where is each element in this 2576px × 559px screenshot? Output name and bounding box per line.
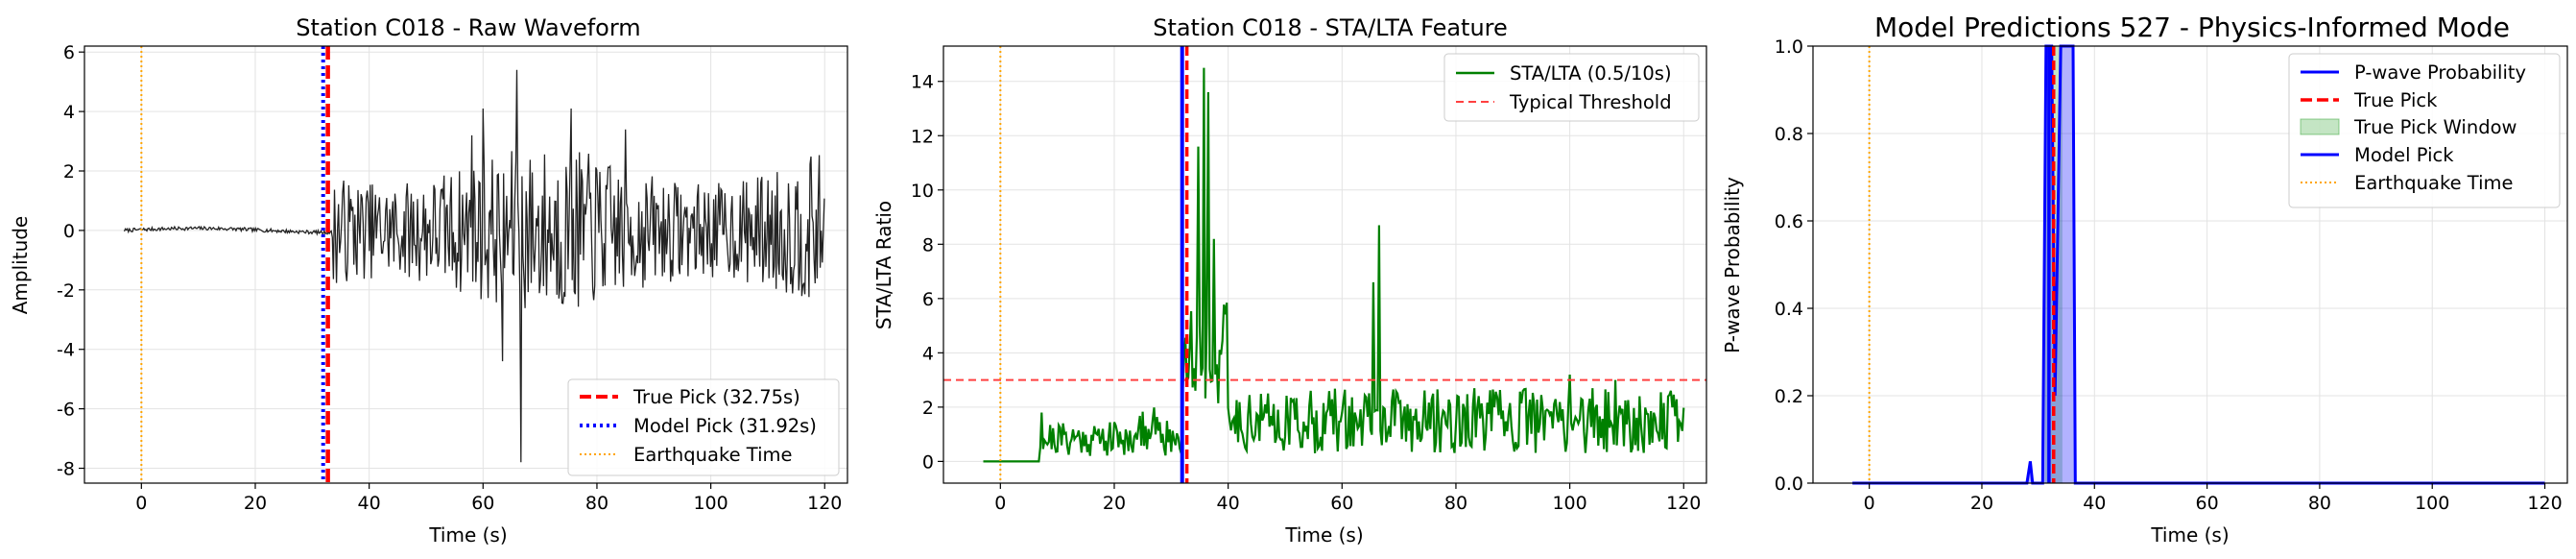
- panel1-xtick-label-1: 20: [244, 493, 267, 514]
- panel3-xtick-label-4: 80: [2308, 493, 2331, 514]
- panel1-ticks: 0 20 40 60 80 100 120 -8 -6 -4 -2 0 2 4 6: [57, 42, 842, 514]
- panel-model-predictions: Model Predictions 527 - Physics-Informed…: [1721, 12, 2568, 547]
- panel3-ytick-label-2: 0.4: [1775, 299, 1803, 320]
- legend-eqtime-label: Earthquake Time: [2354, 172, 2514, 194]
- panel1-frame: [83, 45, 848, 484]
- panel2-xtick-label-0: 0: [994, 493, 1006, 514]
- panel3-xtick-label-3: 60: [2196, 493, 2219, 514]
- panel2-ytick-label-5: 10: [911, 181, 934, 202]
- panel2-ytick-label-1: 2: [922, 398, 934, 419]
- panel3-ytick-label-0: 0.0: [1775, 474, 1803, 495]
- panel2-xtick-label-3: 60: [1330, 493, 1353, 514]
- panel2-legend: STA/LTA (0.5/10s) Typical Threshold: [1443, 53, 1700, 122]
- panel2-frame: [942, 45, 1707, 484]
- panel3-ytick-label-5: 1.0: [1775, 36, 1803, 58]
- panel3-xtick-label-0: 0: [1864, 493, 1875, 514]
- panel1-title: Station C018 - Raw Waveform: [296, 14, 640, 41]
- legend-window-label: True Pick Window: [2353, 116, 2517, 138]
- legend-threshold-label: Typical Threshold: [1509, 91, 1672, 113]
- panel1-ytick-label-0: -8: [57, 459, 75, 480]
- panel3-xtick-label-5: 100: [2415, 493, 2449, 514]
- panel2-ytick-label-0: 0: [922, 451, 934, 473]
- panel2-xtick-label-2: 40: [1217, 493, 1240, 514]
- panel-raw-waveform: Station C018 - Raw Waveform 0 20 40 60 80 100…: [9, 14, 848, 547]
- panel1-xtick-label-3: 60: [471, 493, 494, 514]
- panel2-ytick-label-4: 8: [922, 234, 934, 255]
- panel2-xlabel: Time (s): [1284, 523, 1363, 547]
- panel2-ytick-label-3: 6: [922, 289, 934, 310]
- panel3-ytick-label-4: 0.8: [1775, 124, 1803, 145]
- panel1-legend-box: [567, 378, 840, 476]
- panel1-xtick-label-2: 40: [358, 493, 381, 514]
- panel2-grid: [943, 46, 1706, 483]
- panel2-xtick-label-6: 120: [1666, 493, 1701, 514]
- panel1-ylabel: Amplitude: [9, 216, 32, 315]
- panel3-xtick-label-6: 120: [2527, 493, 2562, 514]
- panel2-ticks: 0 20 40 60 80 100 120 0 2 4 6 8 10 12 14: [911, 72, 1702, 514]
- panel2-title: Station C018 - STA/LTA Feature: [1153, 14, 1508, 41]
- panel2-xtick-label-5: 100: [1552, 493, 1586, 514]
- panel2-marks: [943, 46, 1706, 483]
- panel1-ytick-label-5: 2: [63, 161, 75, 182]
- legend-model-pick-label: Model Pick (31.92s): [633, 415, 817, 437]
- panel1-ytick-label-4: 0: [63, 221, 75, 242]
- panel3-legend: P-wave Probability True Pick True Pick W…: [2288, 53, 2561, 208]
- panel3-ylabel: P-wave Probability: [1721, 177, 1744, 353]
- panel1-xtick-label-4: 80: [585, 493, 608, 514]
- panel1-ytick-label-3: -2: [57, 280, 75, 302]
- legend-window-swatch: [2300, 118, 2340, 135]
- panel3-xtick-label-1: 20: [1970, 493, 1993, 514]
- waveform-line: [123, 69, 825, 463]
- panel3-xtick-label-2: 40: [2083, 493, 2106, 514]
- panel1-marks: [123, 46, 825, 483]
- panel3-title: Model Predictions 527 - Physics-Informed…: [1874, 12, 2510, 43]
- panel1-xtick-label-5: 100: [693, 493, 727, 514]
- panel1-ytick-label-6: 4: [63, 102, 75, 123]
- panel1-xlabel: Time (s): [428, 523, 507, 547]
- panel2-ylabel: STA/LTA Ratio: [872, 201, 895, 329]
- legend-earthquake-label: Earthquake Time: [633, 444, 793, 466]
- panel2-xtick-label-4: 80: [1444, 493, 1467, 514]
- panel3-ticks: 0 20 40 60 80 100 120 0.0 0.2 0.4 0.6 0.8 1.0: [1775, 36, 2563, 514]
- legend-modelpick-label: Model Pick: [2354, 144, 2454, 166]
- panel2-ytick-label-2: 4: [922, 343, 934, 364]
- legend-true-pick-label: True Pick (32.75s): [632, 386, 800, 408]
- panel1-ytick-label-2: -4: [57, 340, 75, 361]
- panel1-ytick-label-7: 6: [63, 42, 75, 63]
- panel1-xtick-label-6: 120: [807, 493, 842, 514]
- panel-sta-lta: Station C018 - STA/LTA Feature 0 20 40 60 80…: [872, 14, 1707, 547]
- legend-truepick-label: True Pick: [2353, 89, 2438, 111]
- legend-stalta-label: STA/LTA (0.5/10s): [1510, 62, 1672, 85]
- panel3-ytick-label-3: 0.6: [1775, 211, 1803, 232]
- panel3-ytick-label-1: 0.2: [1775, 386, 1803, 407]
- panel2-ytick-label-6: 12: [911, 126, 934, 147]
- panel1-xtick-label-0: 0: [135, 493, 147, 514]
- panel3-legend-box: [2288, 53, 2561, 208]
- stalta-line: [983, 67, 1685, 463]
- panel2-xtick-label-1: 20: [1103, 493, 1126, 514]
- panel1-legend: True Pick (32.75s) Model Pick (31.92s) E…: [567, 378, 840, 476]
- panel3-xlabel: Time (s): [2150, 523, 2229, 547]
- panel2-legend-box: [1443, 53, 1700, 122]
- panel1-ytick-label-1: -6: [57, 400, 75, 421]
- legend-pwave-label: P-wave Probability: [2354, 61, 2526, 84]
- panel2-ytick-label-7: 14: [911, 72, 934, 93]
- panel3-frame: [1812, 45, 2568, 484]
